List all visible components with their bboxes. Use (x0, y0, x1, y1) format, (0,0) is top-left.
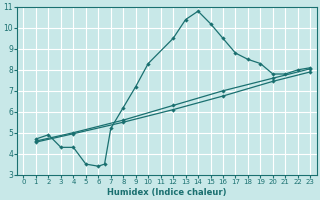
X-axis label: Humidex (Indice chaleur): Humidex (Indice chaleur) (107, 188, 227, 197)
